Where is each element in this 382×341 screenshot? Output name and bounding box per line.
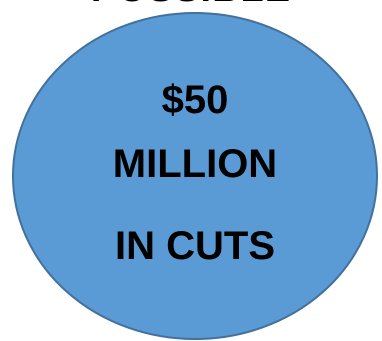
circle-shape bbox=[12, 12, 378, 340]
million-text: MILLION bbox=[112, 142, 278, 186]
in-cuts-text: IN CUTS bbox=[115, 224, 275, 268]
cut-off-heading: POSSIBLE bbox=[0, 0, 382, 11]
amount-text: $50 bbox=[161, 78, 229, 122]
